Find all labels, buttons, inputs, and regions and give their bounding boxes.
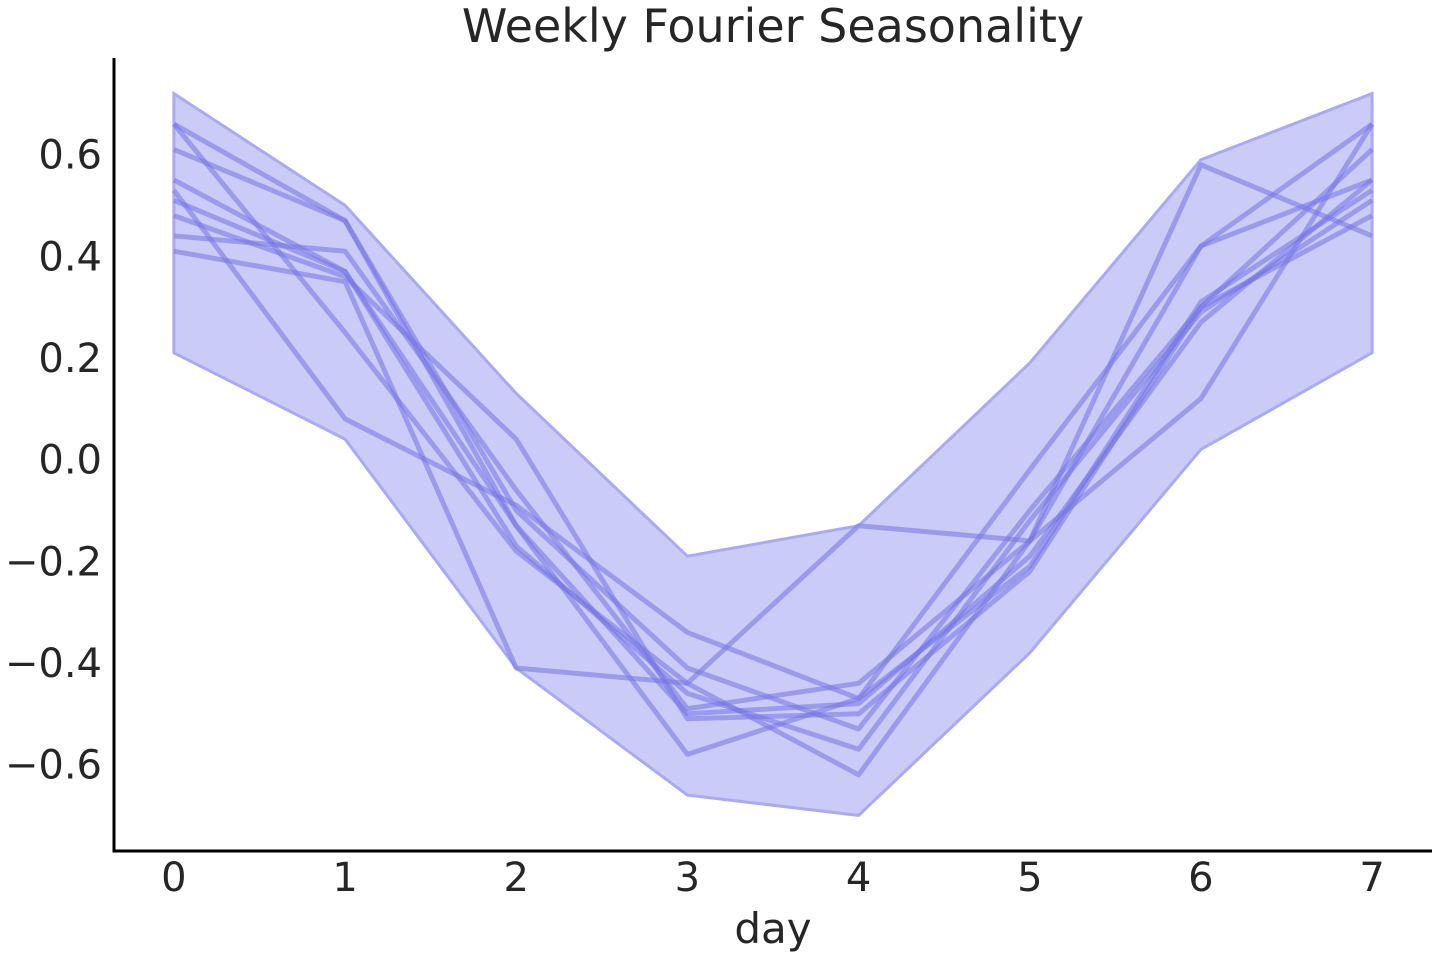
- x-tick-label: 3: [675, 855, 700, 901]
- x-tick-label: 1: [332, 855, 357, 901]
- series-line-9: [173, 122, 1375, 686]
- x-axis-title: day: [734, 904, 811, 953]
- series-line-8: [173, 162, 1374, 712]
- x-tick-label: 7: [1359, 855, 1384, 901]
- y-tick-label: 0.0: [38, 438, 102, 484]
- x-tick-label: 0: [161, 855, 186, 901]
- chart-title: Weekly Fourier Seasonality: [462, 0, 1084, 53]
- y-tick-label: 0.6: [38, 133, 102, 179]
- y-tick-label: 0.2: [38, 336, 102, 382]
- series-line-2: [171, 122, 1374, 778]
- x-tick-label: 5: [1017, 855, 1042, 901]
- y-tick-label: −0.6: [5, 743, 102, 789]
- tick-labels: 0 1 2 3 4 5 6 7 0.6 0.4 0.2 0.0 −0.2 −0.4 −0.6: [5, 133, 1385, 901]
- series-line-7: [173, 213, 1374, 722]
- plot-area: [171, 90, 1375, 817]
- y-tick-label: −0.4: [5, 641, 102, 687]
- x-tick-label: 6: [1188, 855, 1213, 901]
- x-tick-label: 4: [846, 855, 871, 901]
- y-tick-label: −0.2: [5, 539, 102, 585]
- x-tick-label: 2: [503, 855, 528, 901]
- axes: [112, 58, 1432, 853]
- y-tick-label: 0.4: [38, 234, 102, 280]
